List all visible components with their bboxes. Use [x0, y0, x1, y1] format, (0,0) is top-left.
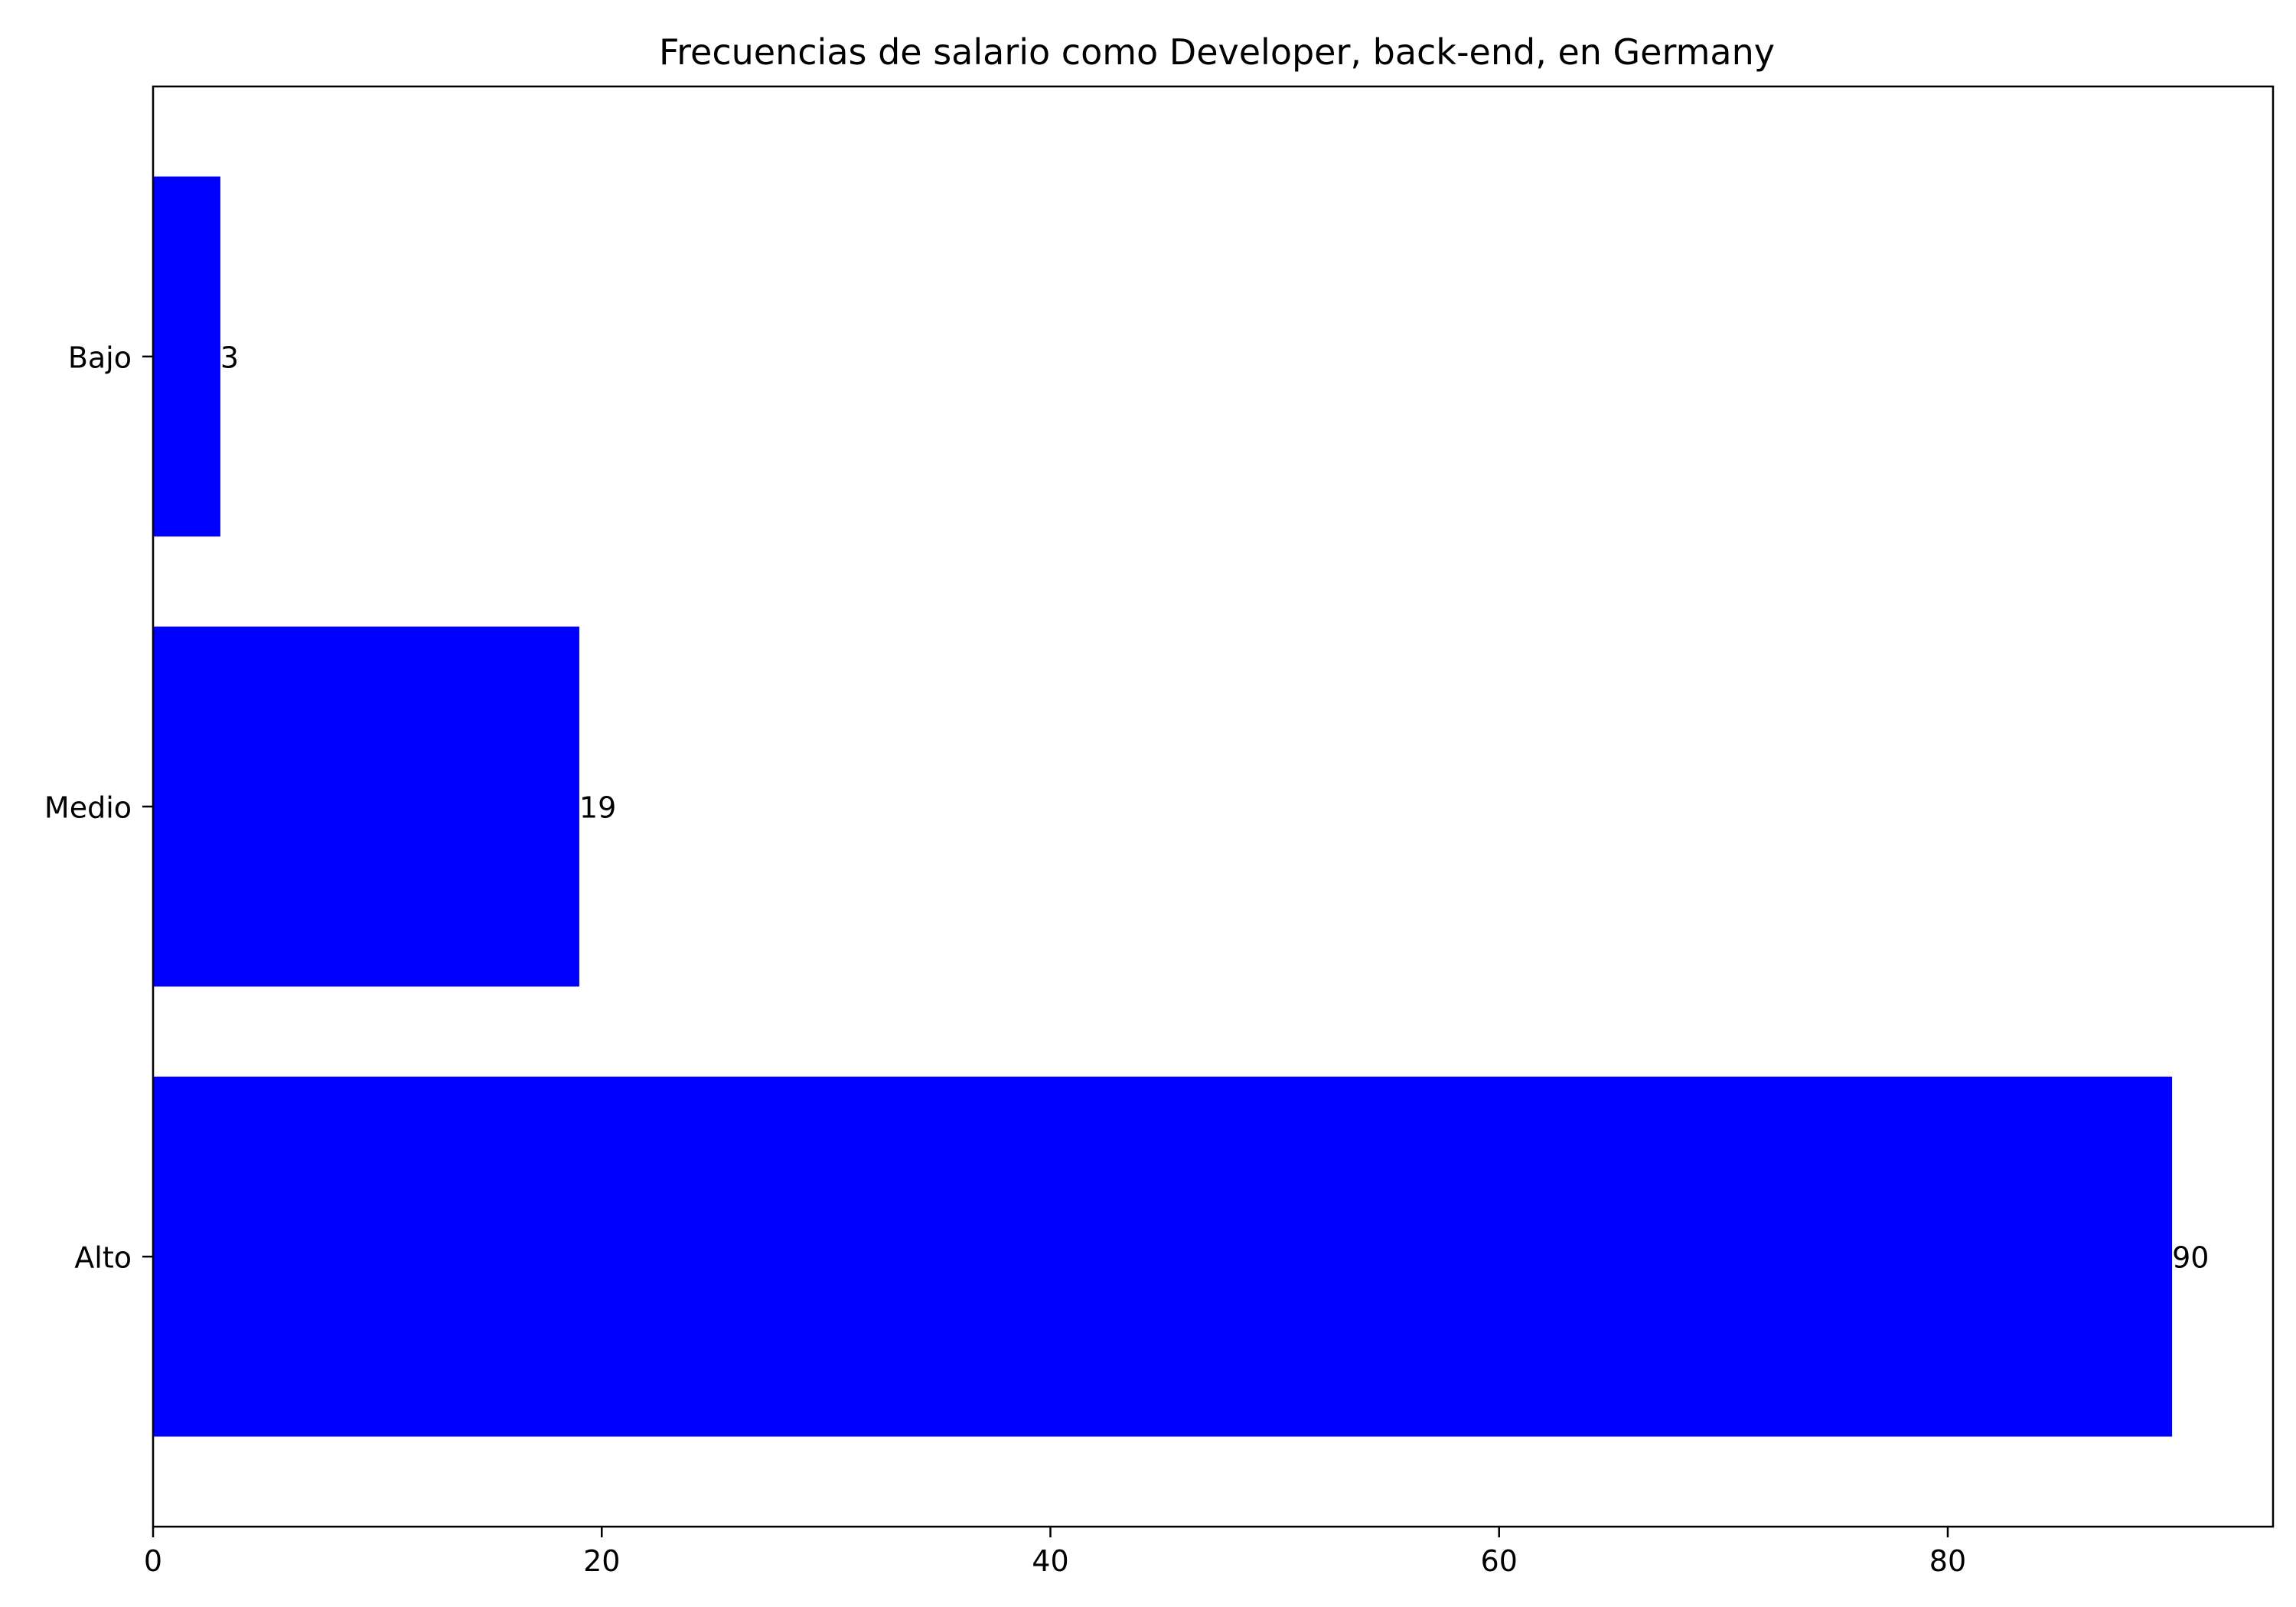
bar-bajo	[153, 176, 220, 537]
bars-layer	[153, 176, 2173, 1437]
ytick-label-medio: Medio	[44, 791, 132, 825]
xtick-label-0: 0	[144, 1544, 162, 1578]
xtick-label-60: 60	[1481, 1544, 1518, 1578]
bar-medio	[153, 626, 579, 987]
xtick-label-20: 20	[583, 1544, 620, 1578]
ytick-label-alto: Alto	[74, 1241, 132, 1275]
data-label-alto: 90	[2172, 1241, 2209, 1275]
data-labels-layer: 90 19 3	[220, 341, 2210, 1274]
chart-title: Frecuencias de salario como Developer, b…	[659, 31, 1775, 73]
xtick-label-80: 80	[1929, 1544, 1966, 1578]
ytick-label-bajo: Bajo	[68, 341, 132, 374]
axes-layer: Alto Medio Bajo 0 20 40 60 80	[44, 85, 2275, 1578]
data-label-medio: 19	[579, 791, 616, 825]
data-label-bajo: 3	[220, 341, 239, 374]
bar-alto	[153, 1076, 2173, 1437]
xtick-label-40: 40	[1032, 1544, 1068, 1578]
plot-frame	[152, 85, 2275, 1528]
